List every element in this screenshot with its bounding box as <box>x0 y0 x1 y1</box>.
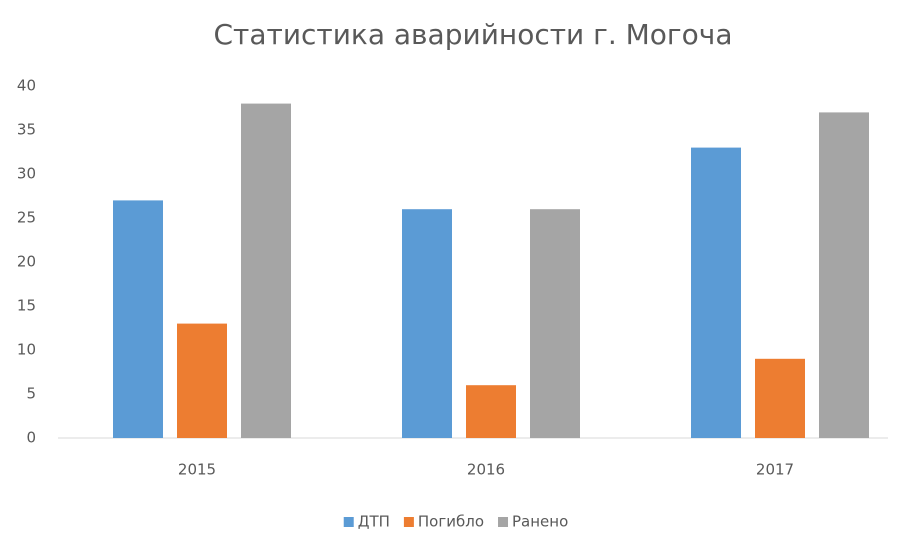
y-tick-label: 35 <box>17 121 36 139</box>
legend-label: Ранено <box>512 513 568 531</box>
y-tick-label: 0 <box>26 429 36 447</box>
legend-swatch <box>403 517 414 527</box>
bar <box>113 200 163 438</box>
bar <box>177 323 227 438</box>
y-tick-label: 25 <box>17 209 36 227</box>
legend-label: ДТП <box>358 513 390 531</box>
bar <box>755 358 805 438</box>
y-tick-label: 40 <box>17 77 36 95</box>
x-tick-label: 2016 <box>467 461 505 479</box>
y-tick-label: 20 <box>17 253 36 271</box>
bar <box>466 385 516 438</box>
bar <box>402 209 452 438</box>
legend-label: Погибло <box>418 513 484 531</box>
chart-title: Статистика аварийности г. Могоча <box>214 18 733 51</box>
legend-swatch <box>498 517 509 527</box>
legend-swatch <box>343 517 354 527</box>
x-tick-label: 2017 <box>756 461 794 479</box>
bar <box>530 209 580 438</box>
bar <box>819 112 869 439</box>
y-tick-label: 10 <box>17 341 36 359</box>
y-tick-label: 30 <box>17 165 36 183</box>
y-tick-label: 5 <box>26 385 36 403</box>
bar <box>241 103 291 438</box>
bar <box>691 147 741 438</box>
x-tick-label: 2015 <box>178 461 216 479</box>
y-tick-label: 15 <box>17 297 36 315</box>
